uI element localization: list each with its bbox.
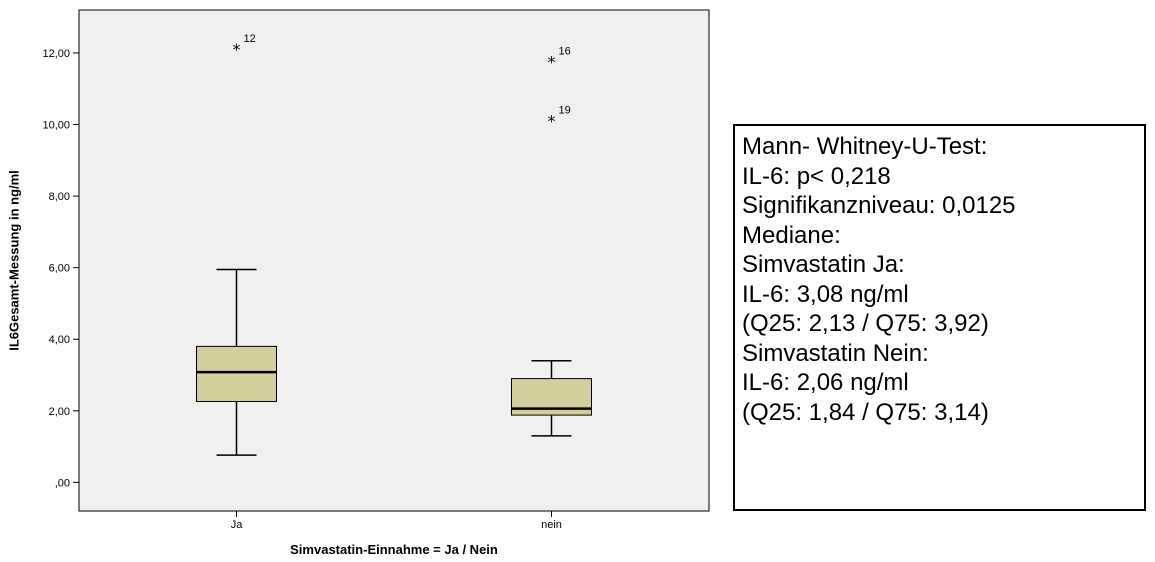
- y-tick-label: 4,00: [49, 334, 70, 346]
- statistics-box: Mann- Whitney-U-Test: IL-6: p< 0,218 Signi…: [733, 124, 1146, 511]
- stats-line: (Q25: 1,84 / Q75: 3,14): [742, 398, 989, 426]
- y-tick-label: 12,00: [42, 48, 70, 60]
- x-axis-title: Simvastatin-Einnahme = Ja / Nein: [290, 542, 498, 557]
- stats-line: (Q25: 2,13 / Q75: 3,92): [742, 310, 989, 337]
- stats-line: IL-6: 2,06 ng/ml: [742, 369, 909, 396]
- stats-line: Signifikanzniveau: 0,0125: [742, 192, 1016, 219]
- y-tick-label: 8,00: [49, 191, 70, 203]
- stats-line: Mann- Whitney-U-Test:: [742, 133, 988, 160]
- stats-line: Simvastatin Nein:: [742, 339, 929, 367]
- outlier-marker: *: [233, 40, 241, 59]
- x-axis: Ja nein: [231, 511, 562, 531]
- stats-line: IL-6: 3,08 ng/ml: [742, 280, 909, 308]
- stats-line: Simvastatin Ja:: [742, 251, 905, 278]
- stats-line: IL-6: p< 0,218: [742, 162, 891, 190]
- plot-area: [78, 9, 710, 512]
- y-tick-label: 2,00: [49, 406, 70, 418]
- outlier-label: 16: [559, 45, 571, 57]
- y-tick-label: ,00: [55, 477, 70, 489]
- outlier-marker: *: [548, 111, 556, 130]
- box-nein: *16*19: [511, 45, 592, 437]
- stats-line: Mediane:: [742, 221, 841, 249]
- y-axis: ,00 2,00 4,00 6,00 8,00 10,00 12,00: [42, 48, 79, 489]
- y-tick-label: 10,00: [42, 120, 70, 132]
- iqr-box: [196, 345, 277, 402]
- outlier-label: 12: [244, 33, 256, 45]
- x-tick-label: Ja: [231, 519, 244, 531]
- outlier-label: 19: [559, 104, 571, 116]
- x-tick-label: nein: [541, 519, 562, 531]
- outlier-marker: *: [548, 52, 556, 71]
- y-tick-label: 6,00: [49, 263, 70, 275]
- boxes: *12*16*19: [196, 33, 592, 456]
- box-ja: *12: [196, 33, 277, 456]
- y-axis-title: IL6Gesamt-Messung in ng/ml: [6, 170, 21, 351]
